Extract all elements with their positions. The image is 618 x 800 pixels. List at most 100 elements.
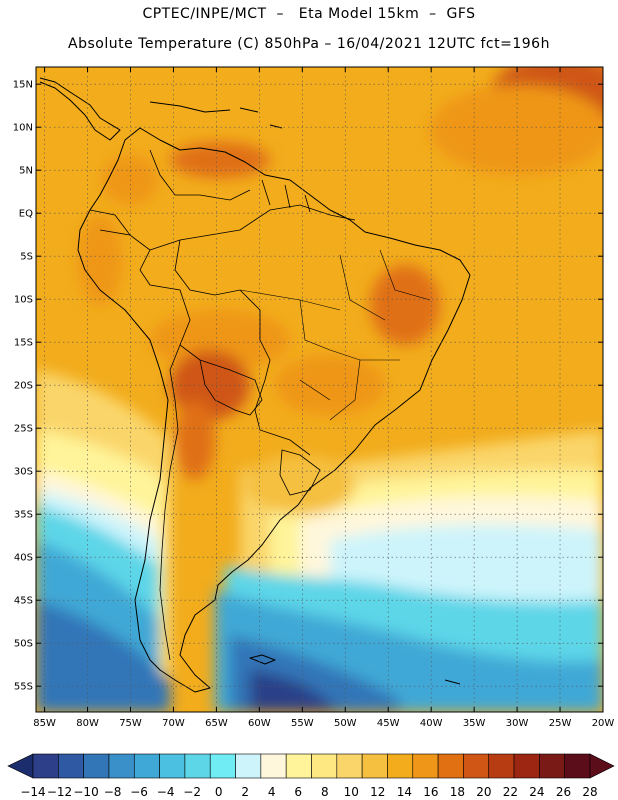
colorbar-swatch [108,753,135,779]
colorbar-swatch [387,753,414,779]
field-warm-andes-north [78,215,122,305]
colorbar-swatch [184,753,211,779]
colorbar-arrow-right [589,753,615,779]
field-warm-central [150,310,290,370]
field-warm-se-brazil [275,355,385,415]
colorbar-label: −4 [157,785,175,799]
axis-ticks [36,67,604,712]
colorbar-label: 0 [215,785,223,799]
colorbar-label: 20 [476,785,491,799]
colorbar-label: 14 [397,785,412,799]
field-hot-chaco [170,350,250,420]
lat-tick-label: 25S [14,424,33,435]
colorbar-label: 18 [450,785,465,799]
lat-tick-label: 15S [14,338,33,349]
lon-tick-label: 40W [420,718,443,729]
colorbar [7,753,615,779]
colorbar-label: 12 [370,785,385,799]
lat-tick-label: 30S [14,467,33,478]
colorbar-label: −12 [47,785,72,799]
map-frame [35,66,604,713]
lon-tick-label: 80W [76,718,99,729]
border-ecuador [89,209,131,236]
latitude-labels: 15N 10N 5N EQ 5S 10S 15S 20S 25S 30S 35S 40S 45S 50S 5… [13,80,33,693]
lat-tick-label: 5S [20,252,33,263]
field-blue-1 [36,540,603,712]
colorbar-swatch [488,753,515,779]
lon-tick-label: 50W [334,718,357,729]
lat-tick-label: 5N [19,166,33,177]
colorbar-labels: −14 −12 −10 −8 −6 −4 −2 0 2 4 6 8 10 12 14 16 18 20 22 24 26… [20,785,597,799]
lon-tick-label: 70W [162,718,185,729]
field-pale-patch [370,533,510,577]
title-line-1: CPTEC/INPE/MCT – Eta Model 15km – GFS [142,6,476,22]
lon-tick-label: 60W [248,718,271,729]
colorbar-swatch [235,753,262,779]
lat-tick-label: EQ [19,209,33,220]
colorbar-label: −6 [130,785,148,799]
colorbar-swatch [513,753,540,779]
border-peru-bolivia [99,229,201,371]
longitude-labels: 85W 80W 75W 70W 65W 60W 55W 50W 45W 40W 35W 30W 25W 2… [33,718,614,729]
lat-tick-label: 10S [14,295,33,306]
colorbar-swatch [58,753,84,779]
falkland-islands [249,654,276,665]
colorbar-arrow-left [7,753,34,779]
lat-tick-label: 15N [13,80,33,91]
title-line-2: Absolute Temperature (C) 850hPa – 16/04/… [68,36,550,52]
colorbar-swatch [412,753,439,779]
colorbar-swatch [133,753,160,779]
colorbar-swatch [83,753,110,779]
lat-tick-label: 50S [14,639,33,650]
lat-tick-label: 45S [14,596,33,607]
border-uruguay [279,449,321,496]
field-blue-3 [250,670,340,712]
lon-tick-label: 25W [549,718,572,729]
lon-tick-label: 75W [119,718,142,729]
south-america-coastline [77,127,471,693]
colorbar-swatch [361,753,388,779]
colorbar-swatch [260,753,287,779]
colorbar-swatch [463,753,490,779]
colorbar-swatch [32,753,59,779]
colorbar-swatch [437,753,464,779]
lat-tick-label: 40S [14,553,33,564]
colorbar-label: 24 [529,785,544,799]
lon-tick-label: 45W [377,718,400,729]
colorbar-swatch [209,753,236,779]
colorbar-label: 28 [582,785,597,799]
colorbar-label: −14 [20,785,45,799]
border-brazil-states [239,249,431,421]
south-georgia [444,679,461,685]
field-warm-uruguay [245,455,355,515]
field-hot-chaco-2 [175,400,215,480]
lon-tick-label: 20W [592,718,615,729]
lon-tick-label: 35W [463,718,486,729]
lat-tick-label: 20S [14,381,33,392]
colorbar-label: 22 [503,785,518,799]
colorbar-label: 10 [344,785,359,799]
lon-tick-label: 65W [205,718,228,729]
lat-tick-label: 10N [13,123,33,134]
field-warm-colombia [102,155,158,205]
border-paraguay [199,359,263,416]
colorbar-label: 16 [423,785,438,799]
colorbar-swatch [564,753,591,779]
central-america-coastline [39,77,121,141]
coastlines [39,77,471,693]
field-warm-ne-ocean-2 [430,85,603,175]
colorbar-swatch [159,753,186,779]
colorbar-label: −8 [104,785,122,799]
temperature-field [36,67,603,712]
lat-tick-label: 35S [14,510,33,521]
colorbar-swatch [285,753,312,779]
border-guianas [261,179,311,213]
colorbar-label: 2 [241,785,249,799]
border-colombia-venezuela [149,149,251,201]
lon-tick-label: 30W [506,718,529,729]
colorbar-label: 4 [268,785,276,799]
colorbar-label: −10 [73,785,98,799]
caribbean-islands [149,101,283,129]
border-chile-argentina [159,369,179,661]
